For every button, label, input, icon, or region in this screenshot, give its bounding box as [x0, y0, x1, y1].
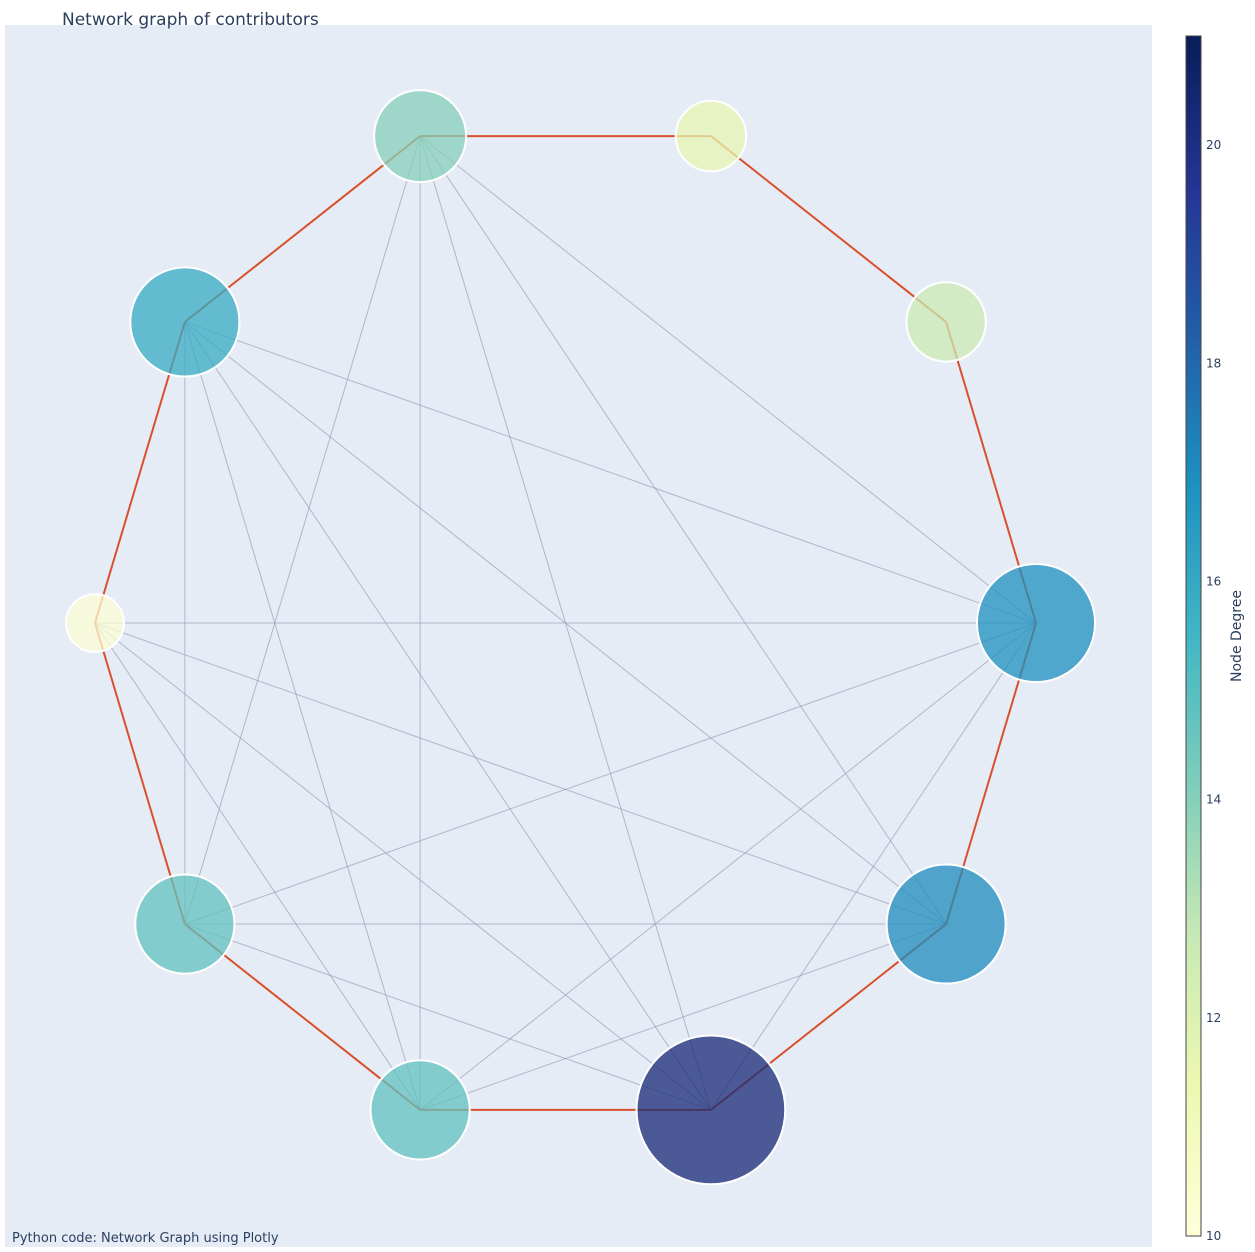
colorbar-tick-label: 16 [1206, 574, 1221, 588]
colorbar-ticks: 10 12 14 16 18 20 [1206, 138, 1221, 1243]
colorbar-tick-label: 20 [1206, 138, 1221, 152]
colorbar-tick-label: 12 [1206, 1011, 1221, 1025]
graph-edge [94, 622, 421, 1111]
graph-edge [419, 135, 947, 925]
graph-node[interactable] [369, 1059, 471, 1161]
graph-node[interactable] [975, 562, 1097, 684]
colorbar-tick-label: 10 [1206, 1229, 1221, 1243]
graph-edge [184, 622, 1037, 925]
graph-edge [184, 321, 712, 1111]
cycle-edge [710, 135, 947, 323]
colorbar-tick-label: 18 [1206, 356, 1221, 370]
graph-edge [94, 622, 947, 925]
plot-background [5, 25, 1152, 1247]
graph-edge [419, 622, 1037, 1111]
graph-node[interactable] [134, 873, 236, 975]
graph-edge [419, 923, 947, 1111]
graph-edge [94, 622, 712, 1111]
graph-node[interactable] [129, 266, 241, 378]
graph-edge [184, 135, 421, 925]
nodes-layer [65, 89, 1097, 1186]
graph-node[interactable] [674, 99, 748, 173]
graph-edge [184, 923, 712, 1111]
colorbar: 10 12 14 16 18 20 Node Degree [1185, 35, 1245, 1243]
cycle-edge [94, 622, 186, 925]
graph-edge [184, 321, 421, 1111]
chart-annotation: Python code: Network Graph using Plotly [12, 1231, 279, 1246]
colorbar-title: Node Degree [1229, 590, 1245, 682]
graph-node[interactable] [65, 593, 125, 653]
graph-edge [419, 135, 1037, 624]
graph-node[interactable] [635, 1034, 787, 1186]
graph-node[interactable] [905, 281, 987, 363]
graph-edge [710, 622, 1037, 1111]
graph-node[interactable] [885, 863, 1007, 985]
colorbar-tick-label: 14 [1206, 793, 1221, 807]
chart-title: Network graph of contributors [62, 10, 319, 30]
colorbar-gradient [1185, 35, 1202, 1237]
graph-edge [184, 321, 1037, 624]
graph-node[interactable] [373, 89, 468, 184]
